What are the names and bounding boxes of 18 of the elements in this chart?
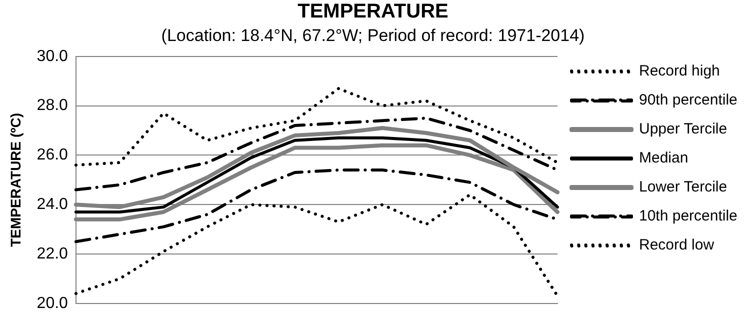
line-series: [74, 193, 559, 298]
y-tick-label: 22.0: [36, 245, 68, 262]
line-series: [74, 87, 559, 167]
legend-label: Record low: [639, 236, 714, 254]
y-tick-label: 20.0: [36, 294, 68, 312]
chart-title: TEMPERATURE: [298, 0, 448, 23]
legend-label: Upper Tercile: [639, 120, 728, 138]
legend-label: Median: [639, 150, 688, 167]
y-axis-title: TEMPERATURE (ºC): [7, 112, 24, 247]
legend-label: Lower Tercile: [639, 178, 728, 196]
y-tick-label: 24.0: [36, 196, 68, 214]
y-tick-label: 30.0: [36, 48, 68, 65]
chart-subtitle: (Location: 18.4°N, 67.2°W; Period of record: 1971-2014): [161, 26, 585, 45]
legend-label: 90th percentile: [639, 92, 738, 109]
y-tick-label: 26.0: [36, 146, 68, 164]
legend-label: Record high: [639, 62, 720, 80]
y-tick-label: 28.0: [36, 97, 68, 114]
legend-label: 10th percentile: [639, 208, 738, 225]
